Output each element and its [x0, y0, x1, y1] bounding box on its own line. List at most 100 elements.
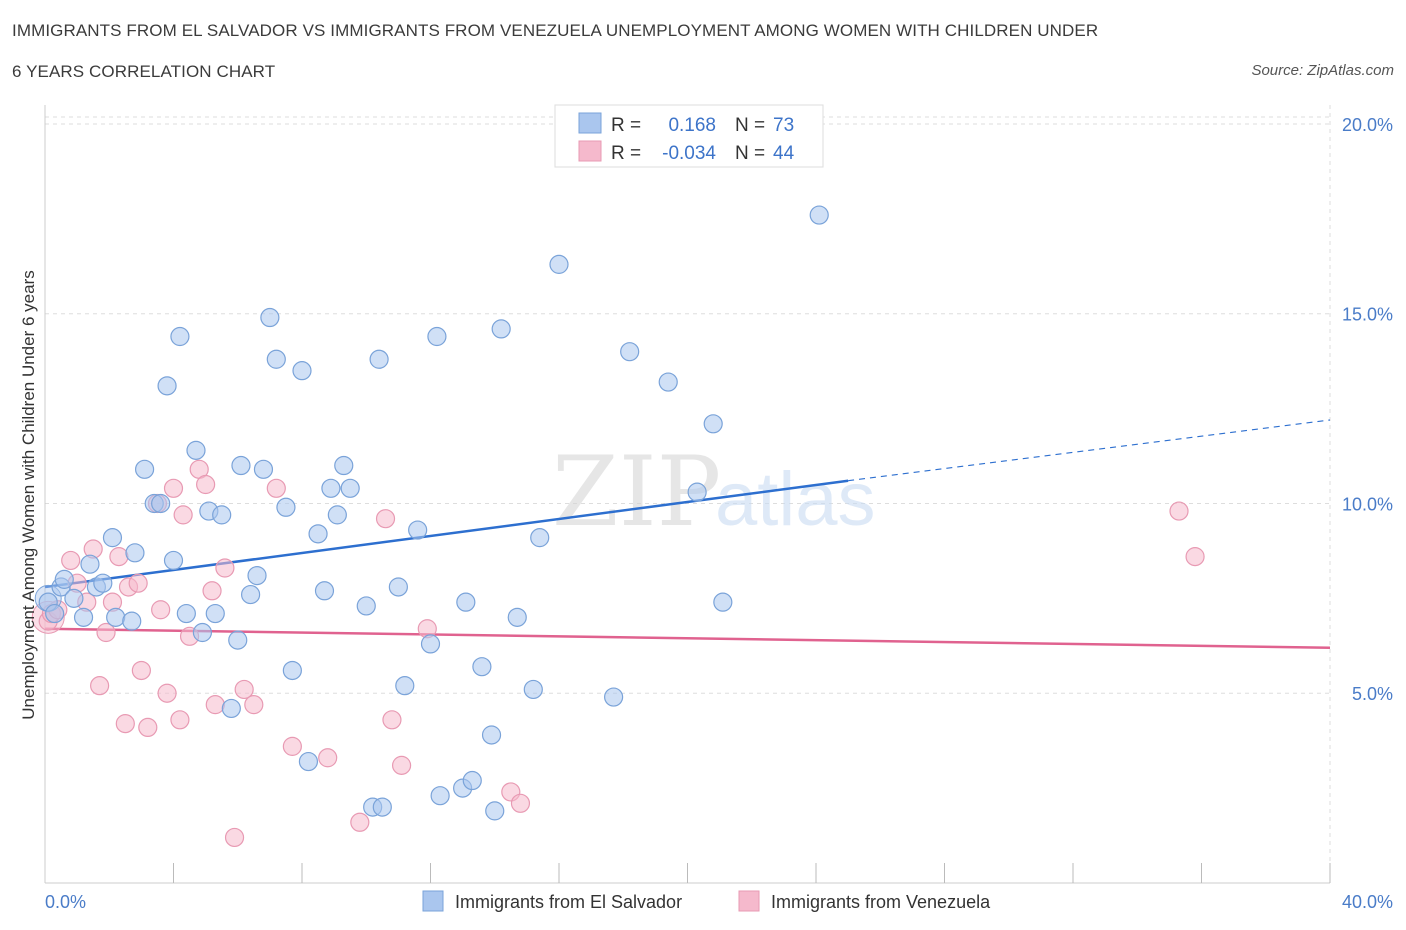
el-salvador-point [106, 607, 126, 627]
el-salvador-point [356, 596, 376, 616]
el-salvador-point [491, 319, 511, 339]
el-salvador-point [703, 414, 723, 434]
el-salvador-point [54, 569, 74, 589]
el-salvador-point [462, 770, 482, 791]
venezuela-point [115, 714, 135, 734]
el-salvador-point [125, 543, 145, 563]
el-salvador-trend-line [44, 479, 849, 589]
venezuela-point [244, 695, 264, 715]
venezuela-point [1169, 501, 1189, 521]
legend-swatch-venezuela [738, 890, 760, 912]
el-salvador-point [170, 326, 190, 347]
stats-r-label-1: R = [611, 115, 641, 136]
venezuela-point [196, 474, 216, 495]
stats-r-value-2: -0.034 [662, 143, 716, 164]
stats-n-label-1: N = [735, 115, 765, 136]
el-salvador-point [314, 581, 335, 601]
el-salvador-point [809, 205, 829, 225]
el-salvador-point [292, 361, 312, 381]
venezuela-point [61, 550, 81, 571]
el-salvador-point [212, 505, 232, 525]
el-salvador-point [247, 565, 267, 586]
el-salvador-point [334, 455, 354, 476]
y-tick-label: 10.0% [1342, 494, 1393, 514]
venezuela-point [266, 478, 286, 498]
venezuela-point [128, 573, 148, 593]
el-salvador-point [472, 657, 492, 677]
el-salvador-point [420, 634, 441, 654]
el-salvador-point [260, 307, 280, 328]
x-tick-label-min: 0.0% [45, 892, 86, 912]
venezuela-point [205, 695, 225, 715]
el-salvador-point [523, 679, 543, 700]
el-salvador-trend-extension [848, 419, 1331, 482]
el-salvador-point [102, 528, 123, 548]
el-salvador-point [276, 497, 296, 517]
chart-title-line-2: 6 YEARS CORRELATION CHART [12, 62, 276, 81]
stats-r-label-2: R = [611, 143, 641, 164]
el-salvador-point [485, 801, 505, 821]
el-salvador-point [192, 622, 213, 643]
el-salvador-point [157, 376, 177, 396]
el-salvador-point [221, 698, 241, 719]
venezuela-point [202, 581, 222, 601]
el-salvador-point [45, 603, 65, 624]
axis-ticks: 5.0% 10.0% 15.0% 20.0% 0.0% 40.0% [45, 115, 1393, 912]
venezuela-point [234, 679, 254, 700]
stats-swatch-venezuela [578, 140, 602, 162]
trend-lines [44, 419, 1331, 649]
legend-label-venezuela: Immigrants from Venezuela [771, 892, 991, 912]
el-salvador-point [408, 520, 428, 540]
stats-swatch-el-salvador [578, 112, 602, 134]
venezuela-point [1185, 547, 1205, 567]
venezuela-point [131, 660, 151, 681]
el-salvador-point [507, 607, 527, 627]
y-tick-label: 15.0% [1342, 305, 1393, 325]
stats-n-value-2: 44 [773, 143, 795, 164]
el-salvador-point [73, 607, 94, 627]
el-salvador-point [604, 687, 624, 707]
venezuela-point [382, 710, 402, 730]
venezuela-point [375, 509, 396, 529]
el-salvador-point [266, 349, 286, 369]
venezuela-point [510, 793, 531, 813]
el-salvador-point [430, 786, 450, 806]
el-salvador-point [163, 550, 184, 571]
el-salvador-point [134, 459, 155, 479]
venezuela-point [90, 676, 110, 696]
stats-box: R = 0.168 N = 73 R = -0.034 N = 44 [554, 104, 824, 168]
el-salvador-point [713, 592, 733, 612]
venezuela-point [318, 748, 338, 768]
el-salvador-point [321, 478, 341, 498]
el-salvador-point [253, 459, 274, 479]
venezuela-point [138, 717, 158, 738]
venezuela-point [109, 547, 129, 567]
el-salvador-point [122, 611, 142, 631]
el-salvador-point [456, 592, 476, 612]
stats-n-value-1: 73 [773, 115, 794, 136]
el-salvador-point [64, 588, 84, 608]
el-salvador-point [176, 603, 196, 624]
el-salvador-point [658, 372, 678, 392]
legend: Immigrants from El Salvador Immigrants f… [422, 890, 991, 912]
venezuela-point [151, 600, 171, 620]
x-tick-label-max: 40.0% [1342, 892, 1393, 912]
el-salvador-point [481, 725, 502, 745]
el-salvador-point [687, 482, 707, 502]
venezuela-point [163, 478, 184, 498]
el-salvador-point [151, 493, 171, 514]
venezuela-point [157, 683, 177, 703]
venezuela-point [96, 622, 116, 643]
el-salvador-point [186, 440, 206, 460]
el-salvador-point [549, 254, 569, 274]
el-salvador-point [241, 584, 261, 605]
y-axis-label: Unemployment Among Women with Children U… [19, 270, 38, 719]
venezuela-point [350, 812, 370, 832]
source-credit: Source: ZipAtlas.com [1251, 62, 1394, 79]
y-tick-label: 5.0% [1352, 684, 1393, 704]
el-salvador-point [308, 524, 328, 544]
el-salvador-point [298, 751, 319, 772]
legend-swatch-el-salvador [422, 890, 444, 912]
legend-label-el-salvador: Immigrants from El Salvador [455, 892, 682, 912]
